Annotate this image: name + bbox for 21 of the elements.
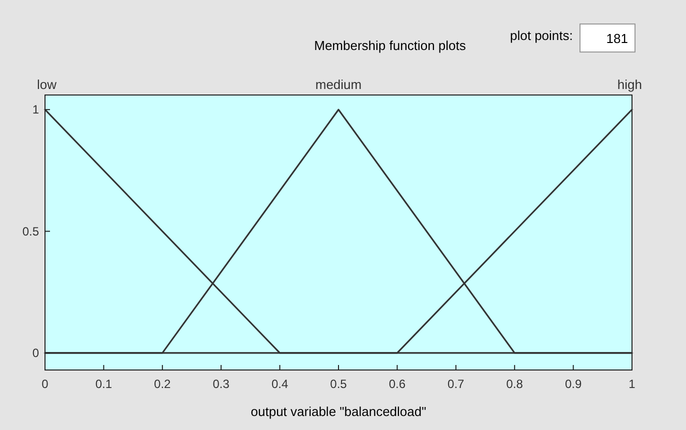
x-tick-label: 0.3 [212,377,230,391]
x-tick-label: 0.8 [506,377,524,391]
series-label: medium [315,77,362,92]
x-tick-label: 1 [628,377,636,391]
y-tick-label: 1 [32,102,40,117]
x-tick-label: 0.1 [95,377,112,391]
y-tick-label: 0.5 [22,224,40,238]
x-tick-label: 0 [42,377,49,391]
x-tick-label: 0.4 [271,377,288,391]
x-tick-label: 0.2 [154,377,172,391]
x-tick-label: 0.6 [388,377,406,391]
chart-title: Membership function plots [314,38,466,53]
x-tick-label: 0.7 [448,377,465,391]
x-axis-title: output variable "balancedload" [250,404,427,419]
series-label: low [37,77,58,92]
x-tick-label: 0.9 [564,377,582,391]
series-label: high [617,77,642,92]
text: 181 [606,31,628,46]
text: plot points: [510,28,573,43]
x-tick-label: 0.5 [330,377,348,391]
y-tick-label: 0 [32,346,40,360]
